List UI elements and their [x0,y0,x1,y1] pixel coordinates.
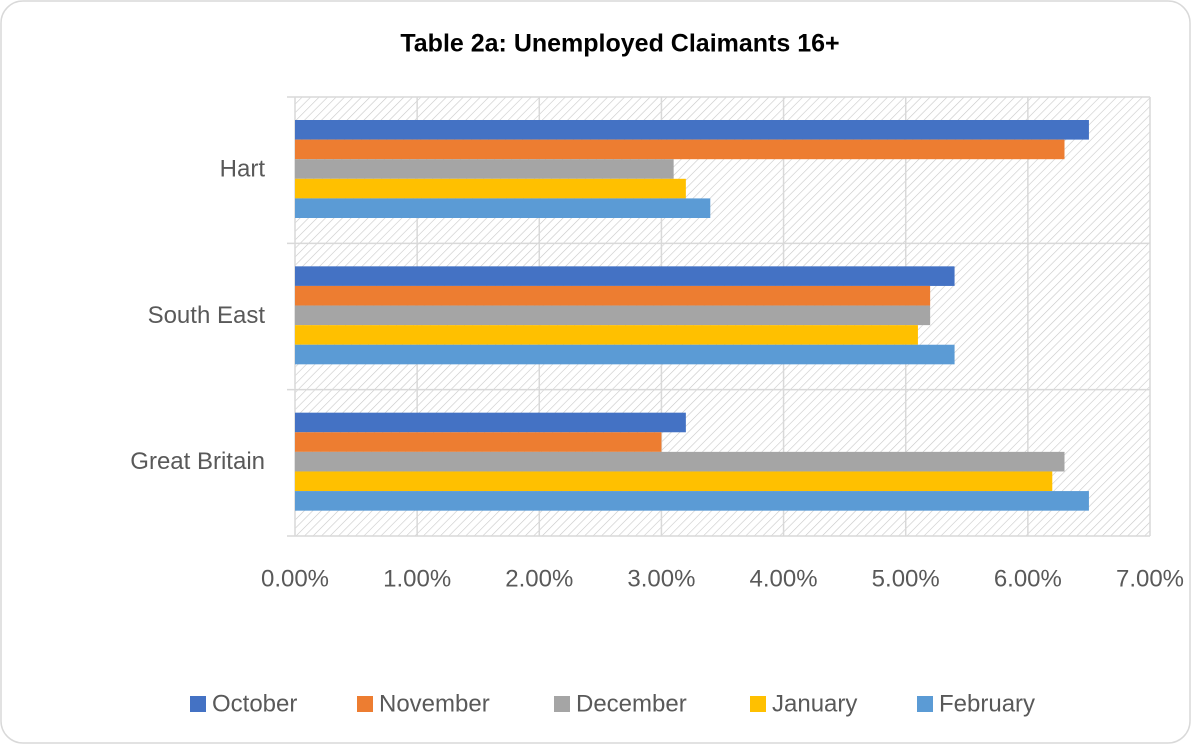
bar [295,178,686,199]
bar [295,198,711,218]
bar [295,412,686,433]
y-tick-label: Hart [220,156,266,183]
x-tick-label: 2.00% [505,565,573,592]
y-tick-label: Great Britain [130,448,265,475]
x-tick-label: 5.00% [872,565,940,592]
bar [295,471,1053,492]
legend-swatch [190,696,206,712]
y-tick-label: South East [148,302,266,329]
chart-title: Table 2a: Unemployed Claimants 16+ [400,30,839,58]
legend-label: December [576,690,687,717]
legend-swatch [357,696,373,712]
legend-label: February [939,690,1035,717]
x-tick-label: 4.00% [750,565,818,592]
bar [295,266,955,286]
legend-label: January [772,690,857,717]
bar [295,325,918,345]
bar [295,159,674,179]
bar [295,491,1089,511]
bar [295,432,662,452]
x-tick-label: 0.00% [261,565,329,592]
bar [295,285,931,306]
x-tick-label: 6.00% [994,565,1062,592]
legend-swatch [750,696,766,712]
bar [295,120,1089,140]
legend-label: October [212,690,297,717]
legend-swatch [554,696,570,712]
x-tick-label: 3.00% [627,565,695,592]
legend-swatch [917,696,933,712]
bar [295,139,1065,160]
bar [295,451,1065,472]
bar [295,344,955,365]
bar [295,305,931,326]
x-tick-label: 7.00% [1116,565,1184,592]
legend-label: November [379,690,490,717]
x-tick-label: 1.00% [383,565,451,592]
